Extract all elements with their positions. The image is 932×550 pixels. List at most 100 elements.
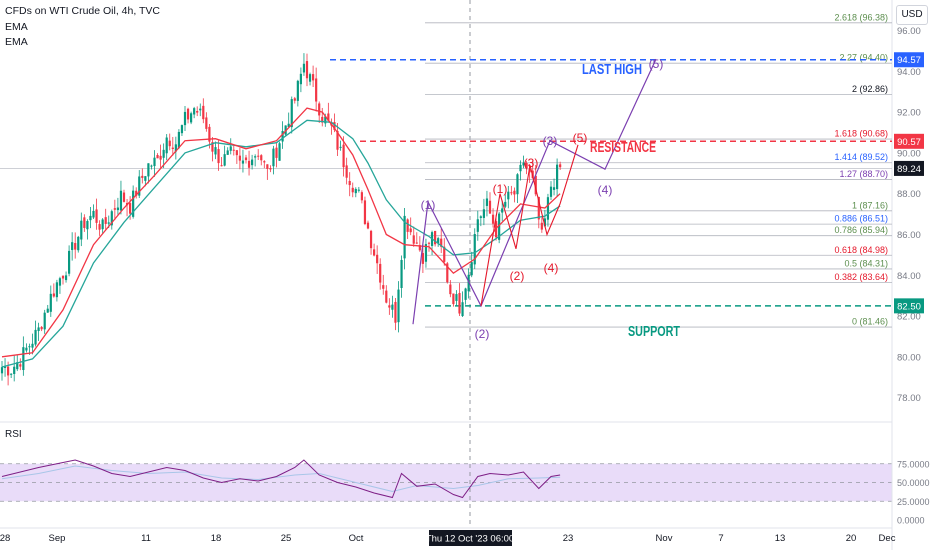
candle-body (190, 113, 193, 123)
candle-body (180, 125, 184, 134)
candle-body (302, 63, 306, 73)
time-tick-label: 20 (846, 533, 857, 544)
candle-body (537, 196, 540, 220)
candle-body (254, 156, 257, 158)
candle-body (519, 164, 522, 172)
candle-body (153, 157, 156, 167)
candle-body (510, 192, 513, 194)
candle-body (34, 329, 37, 345)
candle-body (373, 249, 376, 256)
candle-body (28, 346, 31, 348)
ema-indicator-1[interactable]: EMA (5, 21, 28, 33)
elliott-waves (412, 58, 657, 325)
candle-body (376, 254, 379, 264)
candle-body (199, 108, 202, 111)
candle-body (141, 175, 144, 178)
candle-body (546, 197, 550, 220)
currency-button[interactable]: USD (896, 5, 928, 25)
candle-body (71, 242, 74, 250)
price-tick-label: 78.00 (897, 393, 921, 404)
candle-body (406, 219, 409, 232)
candle-body (31, 343, 34, 348)
crosshair-time-label: Thu 12 Oct '23 06:00 (426, 534, 514, 545)
candle-body (549, 186, 553, 197)
time-tick-label: 28 (0, 533, 10, 544)
rsi-band (0, 463, 892, 502)
fib-level-label: 1.414 (89.52) (834, 152, 888, 162)
candle-body (299, 73, 302, 85)
candle-body (476, 219, 479, 232)
fib-level-label: 0 (81.46) (852, 317, 888, 327)
candle-body (449, 284, 452, 295)
fib-level-label: 2.618 (96.38) (834, 12, 888, 22)
time-tick-label: 11 (141, 533, 151, 544)
candle-body (205, 117, 208, 129)
wave-path-purple (412, 58, 657, 325)
candle-body (220, 165, 223, 167)
candle-body (424, 244, 428, 262)
fib-level-label: 0.5 (84.31) (844, 258, 888, 268)
time-tick-label: 13 (775, 533, 786, 544)
candle-body (49, 293, 52, 312)
price-tick-label: 96.00 (897, 26, 921, 37)
candle-body (150, 165, 153, 167)
candle-body (363, 200, 367, 224)
candle-body (43, 312, 46, 330)
candle-body (397, 289, 400, 323)
candle-body (360, 192, 363, 201)
candle-body (19, 364, 22, 367)
candle-body (348, 180, 351, 186)
candle-body (488, 200, 492, 214)
candle-body (46, 308, 49, 313)
candle-body (13, 366, 16, 374)
candle-body (89, 215, 92, 221)
candle-body (64, 275, 68, 281)
candle-body (443, 246, 446, 262)
candle-body (434, 230, 437, 245)
time-tick-label: Sep (49, 533, 66, 544)
candle-body (391, 304, 394, 310)
candle-body (40, 326, 43, 330)
fib-level-label: 1.618 (90.68) (834, 129, 888, 139)
support-badge: 82.50 (897, 301, 921, 312)
candle-body (324, 116, 327, 124)
candle-body (269, 168, 272, 170)
wave-path-red (480, 144, 579, 306)
time-tick-label: 23 (563, 533, 574, 544)
candle-body (235, 150, 238, 156)
ema-lines (1, 107, 561, 368)
candle-body (485, 198, 489, 206)
candle-body (275, 147, 278, 158)
candle-body (156, 155, 159, 159)
candle-body (217, 149, 220, 164)
candle-body (287, 123, 290, 127)
fib-level-label: 1 (87.16) (852, 200, 888, 210)
candle-body (342, 144, 345, 168)
price-tick-label: 90.00 (897, 148, 921, 159)
rsi-tick-label: 25.0000 (897, 497, 930, 507)
symbol-title[interactable]: CFDs on WTI Crude Oil, 4h, TVC (5, 5, 161, 17)
price-tick-label: 88.00 (897, 189, 921, 200)
fibonacci-levels: 0 (81.46) 0.382 (83.64) 0.5 (84.31) 0.618 (… (425, 12, 892, 328)
candle-body (421, 253, 424, 264)
candle-body (122, 192, 126, 202)
wave-label-purple: (5) (649, 57, 664, 71)
ema-indicator-2[interactable]: EMA (5, 36, 28, 48)
candle-body (86, 221, 89, 230)
candle-body (257, 155, 260, 157)
candle-body (354, 188, 357, 194)
candle-body (95, 209, 98, 223)
rsi-band-fill (0, 463, 892, 502)
candle-body (226, 150, 229, 155)
time-tick-label: 25 (281, 533, 292, 544)
candle-body (339, 146, 342, 148)
resistance-badge: 90.57 (897, 137, 921, 148)
candle-body (177, 131, 180, 148)
wave-label-red: (1) (493, 182, 508, 196)
candle-body (446, 263, 449, 283)
candle-body (458, 292, 461, 314)
candle-body (507, 191, 510, 200)
candle-body (132, 190, 135, 217)
candle-body (382, 285, 385, 289)
